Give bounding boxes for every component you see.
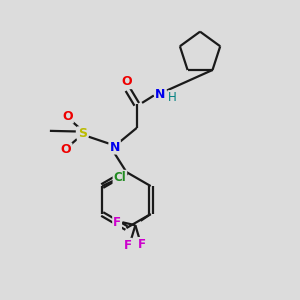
Text: Cl: Cl: [113, 171, 126, 184]
Text: O: O: [62, 110, 73, 123]
Text: H: H: [168, 91, 177, 104]
Text: O: O: [121, 75, 132, 88]
Text: F: F: [113, 216, 121, 229]
Text: N: N: [110, 141, 120, 154]
Text: F: F: [138, 238, 146, 251]
Text: F: F: [124, 239, 132, 252]
Text: O: O: [61, 143, 71, 157]
Text: N: N: [155, 88, 166, 100]
Text: S: S: [78, 127, 87, 140]
